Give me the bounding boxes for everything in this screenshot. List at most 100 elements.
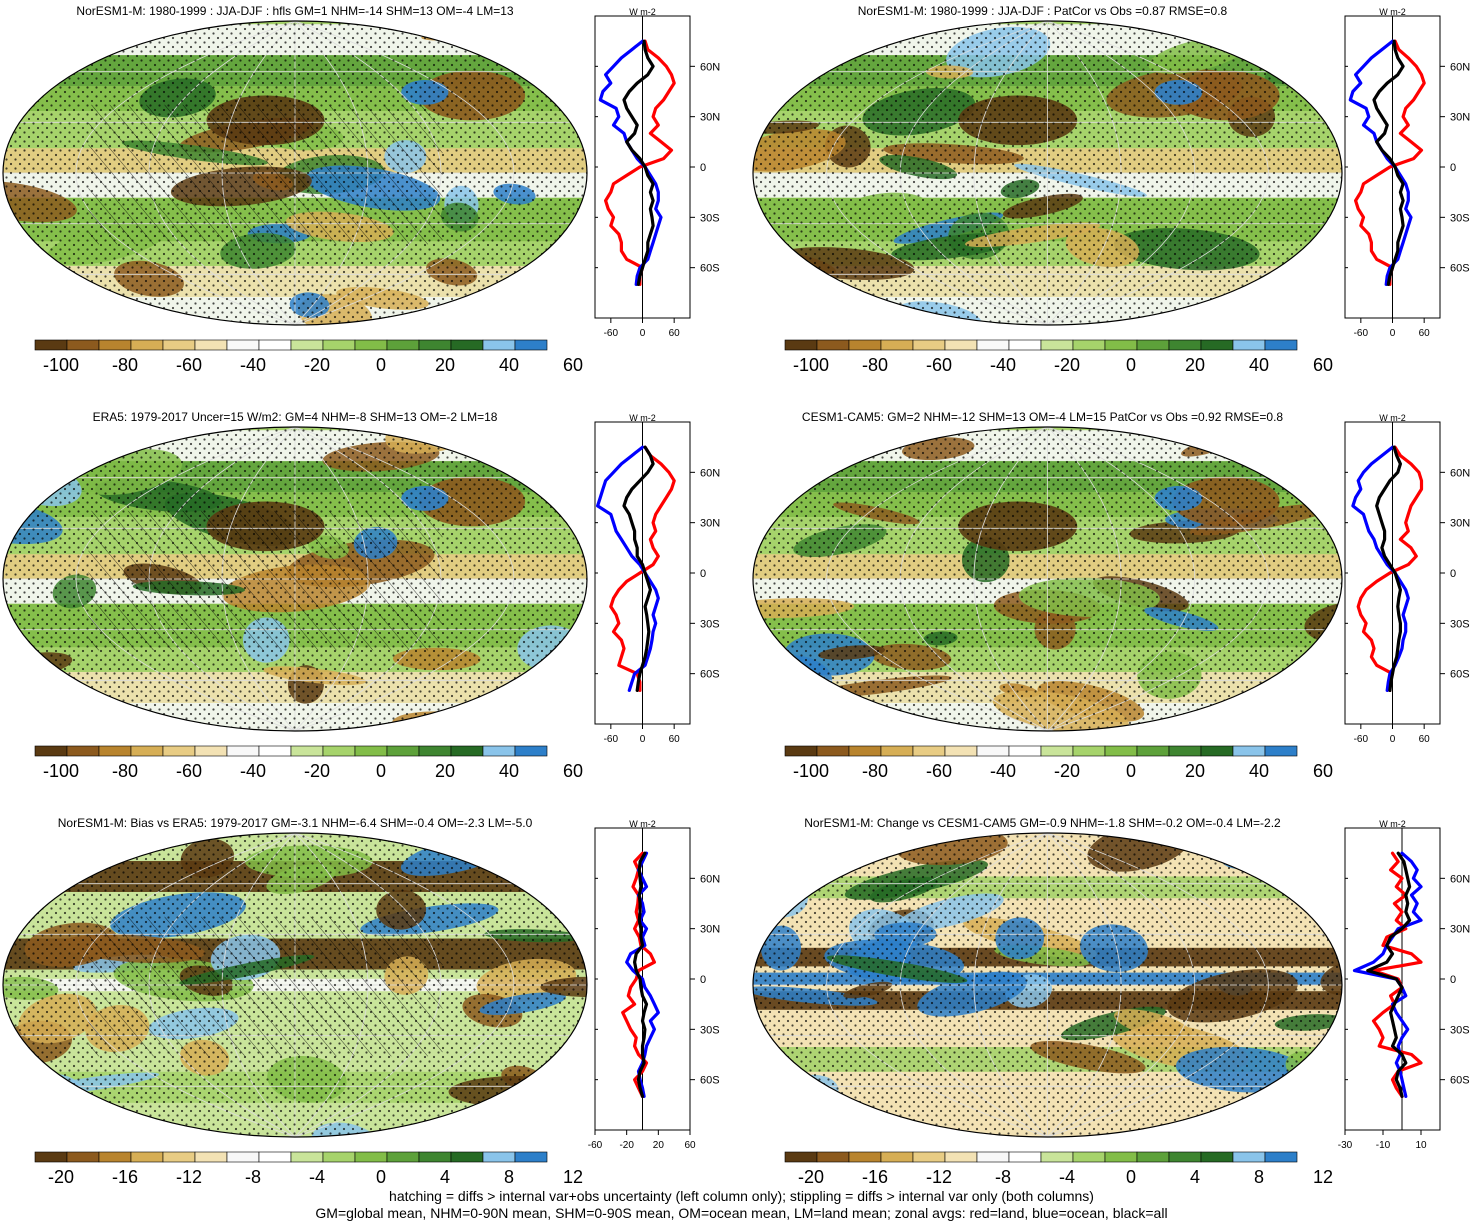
colorbar-swatch bbox=[386, 339, 420, 351]
x-tick-label: 0 bbox=[1390, 328, 1396, 339]
colorbar-swatch bbox=[482, 745, 516, 757]
colorbar-swatch bbox=[290, 339, 324, 351]
colorbar-label: 12 bbox=[563, 1167, 583, 1187]
series-line-ocean bbox=[1352, 851, 1423, 1098]
colorbar-swatch bbox=[1136, 745, 1170, 757]
colorbar-label: 0 bbox=[376, 1167, 386, 1187]
lat-tick-label: 0 bbox=[1450, 162, 1456, 174]
lat-tick-label: 60S bbox=[700, 1075, 720, 1087]
lat-tick-label: 30N bbox=[1450, 112, 1470, 124]
colorbar-label: -100 bbox=[43, 355, 79, 375]
series-line-land bbox=[604, 39, 676, 286]
colorbar-swatch bbox=[258, 339, 292, 351]
lat-tick-label: 60N bbox=[700, 61, 720, 73]
footer-note-2: GM=global mean, NHM=0-90N mean, SHM=0-90… bbox=[315, 1205, 1168, 1221]
x-tick-label: -60 bbox=[1354, 734, 1369, 745]
colorbar-swatch bbox=[450, 1151, 484, 1163]
colorbar-swatch bbox=[322, 339, 356, 351]
lat-tick-label: 0 bbox=[700, 162, 706, 174]
lat-tick-label: 60N bbox=[700, 467, 720, 479]
footer-note-1: hatching = diffs > internal var+obs unce… bbox=[389, 1188, 1094, 1204]
colorbar-swatch bbox=[880, 1151, 914, 1163]
colorbar-label: 12 bbox=[1313, 1167, 1333, 1187]
colorbar-label: -100 bbox=[793, 761, 829, 781]
panel-title: NorESM1-M: Bias vs ERA5: 1979-2017 GM=-3… bbox=[57, 816, 533, 830]
colorbar-swatch bbox=[226, 745, 260, 757]
panel-title: CESM1-CAM5: GM=2 NHM=-12 SHM=13 OM=-4 LM… bbox=[801, 410, 1284, 424]
lat-tick-label: 0 bbox=[1450, 974, 1456, 986]
series-line-land bbox=[1354, 39, 1426, 286]
colorbar-swatch bbox=[1168, 745, 1202, 757]
world-map bbox=[752, 20, 1343, 326]
colorbar-label: 60 bbox=[1313, 761, 1333, 781]
colorbar-swatch bbox=[514, 339, 548, 351]
colorbar-label: 0 bbox=[1126, 355, 1136, 375]
panel-3: ERA5: 1979-2017 Uncer=15 W/m2: GM=4 NHM=… bbox=[0, 406, 740, 786]
colorbar-swatch bbox=[1008, 339, 1042, 351]
colorbar-swatch bbox=[880, 339, 914, 351]
colorbar-label: 40 bbox=[499, 355, 519, 375]
colorbar-label: -20 bbox=[304, 355, 330, 375]
lat-tick-label: 60N bbox=[1450, 467, 1470, 479]
colorbar-swatch bbox=[912, 339, 946, 351]
world-map bbox=[2, 426, 588, 732]
zonal-mean-plot: W m-2 60N 30N 0 30S 60S -60 0 60 bbox=[1344, 413, 1470, 745]
colorbar-swatch bbox=[66, 339, 100, 351]
lat-tick-label: 60S bbox=[1450, 263, 1470, 275]
panel-6: NorESM1-M: Change vs CESM1-CAM5 GM=-0.9 … bbox=[745, 812, 1483, 1188]
colorbar-label: -16 bbox=[112, 1167, 138, 1187]
colorbar-swatch bbox=[1264, 339, 1298, 351]
x-tick-label: -20 bbox=[619, 1140, 634, 1151]
world-map bbox=[752, 832, 1343, 1138]
colorbar-label: 40 bbox=[1249, 355, 1269, 375]
colorbar-label: 20 bbox=[1185, 355, 1205, 375]
colorbar-swatch bbox=[1264, 1151, 1298, 1163]
colorbar-swatch bbox=[976, 1151, 1010, 1163]
colorbar-swatch bbox=[1200, 339, 1234, 351]
colorbar-swatch bbox=[784, 339, 818, 351]
colorbar-label: -60 bbox=[926, 355, 952, 375]
colorbar-swatch bbox=[1008, 1151, 1042, 1163]
colorbar-swatch bbox=[130, 339, 164, 351]
colorbar-swatch bbox=[1200, 1151, 1234, 1163]
colorbar-swatch bbox=[1072, 339, 1106, 351]
colorbar-swatch bbox=[418, 745, 452, 757]
colorbar-swatch bbox=[944, 339, 978, 351]
colorbar-swatch bbox=[1040, 339, 1074, 351]
colorbar-swatch bbox=[944, 1151, 978, 1163]
colorbar-swatch bbox=[944, 745, 978, 757]
colorbar-swatch bbox=[1232, 745, 1266, 757]
colorbar-swatch bbox=[130, 745, 164, 757]
x-tick-label: -30 bbox=[1338, 1140, 1353, 1151]
lat-tick-label: 60N bbox=[700, 873, 720, 885]
x-tick-label: -60 bbox=[604, 734, 619, 745]
colorbar-swatch bbox=[354, 339, 388, 351]
colorbar-swatch bbox=[1232, 339, 1266, 351]
x-tick-label: 60 bbox=[1419, 328, 1431, 339]
colorbar-swatch bbox=[194, 1151, 228, 1163]
colorbar-label: -40 bbox=[240, 761, 266, 781]
colorbar-swatch bbox=[258, 1151, 292, 1163]
colorbar-label: 8 bbox=[1254, 1167, 1264, 1187]
zonal-mean-plot: W m-2 60N 30N 0 30S 60S -60 -20 20 60 bbox=[588, 819, 720, 1151]
colorbar-swatch bbox=[162, 339, 196, 351]
colorbar-swatch bbox=[226, 339, 260, 351]
lat-tick-label: 30N bbox=[700, 518, 720, 530]
colorbar-label: -80 bbox=[112, 355, 138, 375]
colorbar-swatch bbox=[976, 745, 1010, 757]
x-tick-label: 10 bbox=[1415, 1140, 1427, 1151]
colorbar-swatch bbox=[1104, 339, 1138, 351]
world-map bbox=[2, 20, 588, 326]
colorbar-label: -8 bbox=[995, 1167, 1011, 1187]
colorbar-swatch bbox=[1104, 1151, 1138, 1163]
colorbar-swatch bbox=[912, 1151, 946, 1163]
colorbar-swatch bbox=[1104, 745, 1138, 757]
lat-tick-label: 30S bbox=[700, 618, 720, 630]
colorbar-label: 0 bbox=[1126, 1167, 1136, 1187]
colorbar-swatch bbox=[226, 1151, 260, 1163]
colorbar-swatch bbox=[784, 745, 818, 757]
lat-tick-label: 30S bbox=[1450, 212, 1470, 224]
x-tick-label: -10 bbox=[1376, 1140, 1391, 1151]
panel-title: NorESM1-M: 1980-1999 : JJA-DJF : hfls GM… bbox=[76, 4, 514, 18]
colorbar-swatch bbox=[162, 745, 196, 757]
